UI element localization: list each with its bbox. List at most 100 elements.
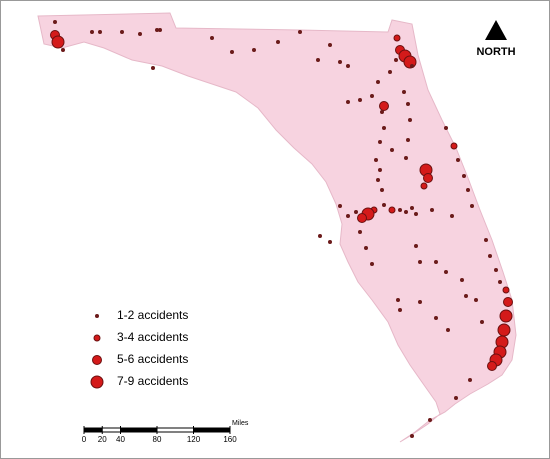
accident-point [450,142,458,150]
accident-point [357,213,367,223]
accident-point [252,48,256,52]
accident-point [376,80,380,84]
accident-point [414,244,418,248]
accident-point [378,168,382,172]
accident-point [418,260,422,264]
accident-point [376,178,380,182]
accident-point [346,64,350,68]
north-label: NORTH [476,46,515,58]
scale-bar-segment [193,428,230,432]
accident-point [61,48,65,52]
accident-point [358,98,362,102]
accident-point [502,286,510,294]
accident-point [370,94,374,98]
accident-point [388,206,396,214]
accident-point [380,110,384,114]
accident-point [402,90,406,94]
scale-bar: 0 20 40 80 120 160 Miles [82,420,249,444]
accident-point [480,320,484,324]
accident-point [404,156,408,160]
scale-tick-label: 160 [223,435,237,444]
legend-label: 5-6 accidents [117,352,188,366]
accident-point [414,212,418,216]
accident-point [120,30,124,34]
accident-point [462,174,466,178]
accident-point [276,40,280,44]
legend-symbol [95,314,99,318]
legend-symbol [90,375,104,389]
accident-point [466,188,470,192]
accident-point [398,308,402,312]
accident-point [498,280,502,284]
accident-point [388,70,392,74]
accident-point [446,328,450,332]
accident-point [393,34,401,42]
accident-point [358,230,362,234]
accident-point [403,55,417,69]
scale-tick-label: 80 [153,435,162,444]
accident-point [328,43,332,47]
accident-point [423,173,433,183]
accident-point [434,260,438,264]
legend: 1-2 accidents 3-4 accidents 5-6 accidents 7… [90,308,188,389]
legend-label: 3-4 accidents [117,330,188,344]
accident-point [499,309,513,323]
accident-point [98,30,102,34]
accident-point [410,64,414,68]
accident-point [460,278,464,282]
accident-point [382,126,386,130]
legend-label: 7-9 accidents [117,374,188,388]
accident-point [210,36,214,40]
accident-point [454,396,458,400]
accident-point [338,60,342,64]
accident-point [430,208,434,212]
accident-point [456,158,460,162]
accident-point [328,240,332,244]
north-arrow [485,20,507,40]
accident-point [396,298,400,302]
accident-point [450,214,454,218]
accident-point [428,418,432,422]
accident-point [468,378,472,382]
scale-tick-label: 0 [82,435,87,444]
accident-point [51,35,65,49]
accident-point [398,208,402,212]
accident-point [378,140,382,144]
accident-point [434,316,438,320]
accident-point [346,214,350,218]
accident-point [420,182,428,190]
accident-point [338,204,342,208]
accident-point [53,20,57,24]
accident-point [379,101,389,111]
scale-bar-segment [120,428,157,432]
scale-tick-label: 40 [116,435,125,444]
accident-point [370,262,374,266]
accident-point [364,246,368,250]
accident-point [470,204,474,208]
accident-point [487,361,497,371]
accident-point [374,158,378,162]
scale-bar-segment [84,428,103,432]
accident-point [90,30,94,34]
legend-symbol [92,355,102,365]
accident-point [406,138,410,142]
accident-point [464,294,468,298]
accident-point [158,28,162,32]
accident-point [394,58,398,62]
scale-unit: Miles [232,420,249,427]
accident-point [298,30,302,34]
accident-point [444,126,448,130]
accident-point [404,210,408,214]
legend-symbol [93,334,101,342]
accident-point [488,254,492,258]
scale-tick-label: 120 [187,435,201,444]
accident-point [503,297,513,307]
accident-point [494,268,498,272]
accident-points [50,20,513,438]
accident-point [484,238,488,242]
accident-point [346,100,350,104]
accident-point [380,188,384,192]
accident-point [410,206,414,210]
accident-point [151,66,155,70]
